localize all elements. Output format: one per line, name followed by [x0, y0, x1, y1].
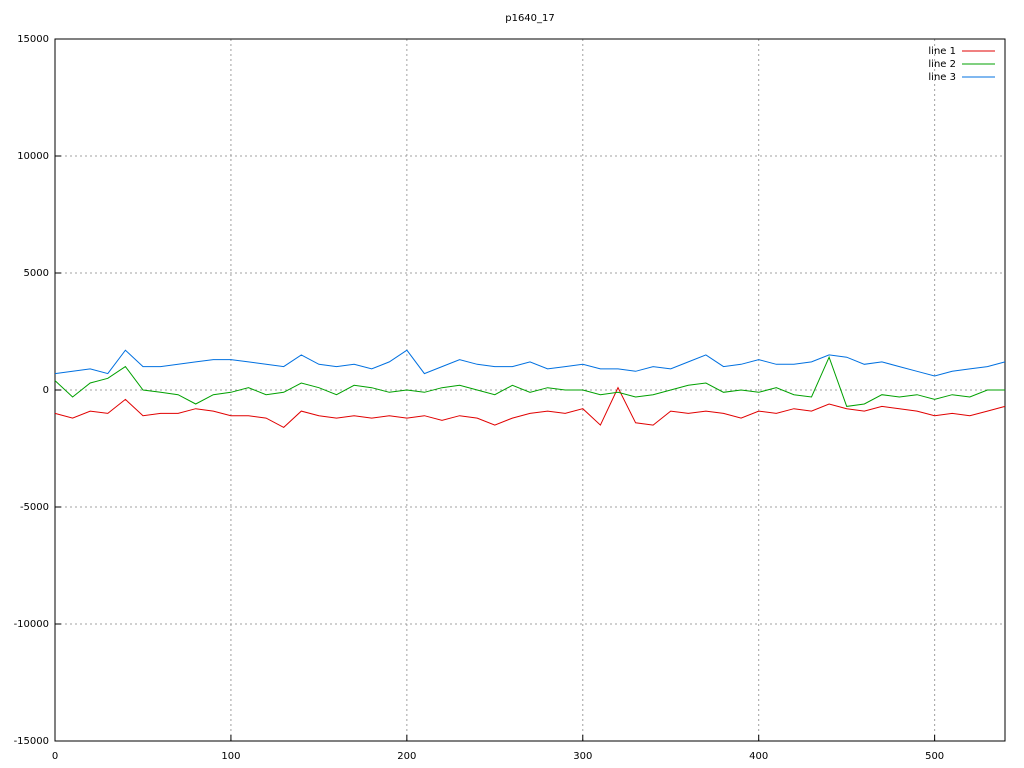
x-tick-label: 0 [52, 751, 58, 762]
y-tick-label: -15000 [14, 736, 49, 747]
x-tick-label: 200 [397, 751, 416, 762]
legend-label: line 1 [928, 46, 956, 57]
x-tick-label: 100 [221, 751, 240, 762]
y-tick-label: -5000 [20, 502, 49, 513]
y-tick-label: -10000 [14, 619, 49, 630]
x-tick-label: 300 [573, 751, 592, 762]
data-line [54, 355, 1005, 407]
x-tick-label: 500 [925, 751, 944, 762]
x-tick-label: 400 [749, 751, 768, 762]
chart-title: p1640_17 [505, 13, 555, 24]
legend-label: line 3 [928, 72, 956, 83]
data-line [54, 349, 1006, 377]
legend-label: line 2 [928, 59, 956, 70]
y-tick-label: 0 [43, 385, 49, 396]
y-tick-label: 10000 [17, 151, 49, 162]
y-tick-label: 15000 [17, 34, 49, 45]
data-line [54, 386, 1006, 429]
y-tick-label: 5000 [24, 268, 49, 279]
